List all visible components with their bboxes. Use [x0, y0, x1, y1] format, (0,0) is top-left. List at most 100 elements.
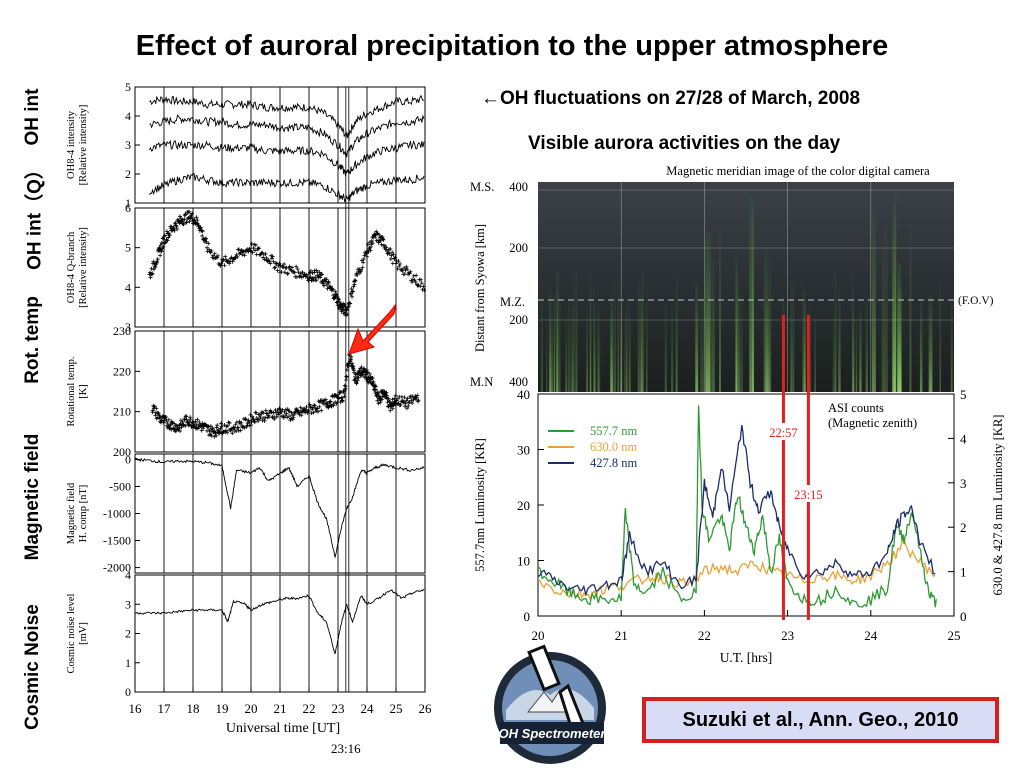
data-point	[269, 256, 274, 261]
y-tick-label: 4	[125, 568, 131, 582]
data-point	[219, 261, 224, 266]
data-point	[183, 423, 188, 428]
data-point	[234, 420, 239, 425]
y-tick-label: -2000	[103, 561, 131, 575]
data-point	[154, 406, 159, 411]
data-point	[330, 287, 335, 292]
data-point	[249, 242, 254, 247]
data-point	[196, 223, 201, 228]
aurora-streak	[575, 272, 578, 392]
data-point	[399, 267, 404, 272]
data-point	[165, 421, 170, 426]
aurora-streak	[565, 313, 568, 392]
y-tick-label-left: 10	[517, 554, 530, 569]
data-point	[388, 408, 393, 413]
aurora-streak	[735, 272, 740, 392]
data-point	[284, 411, 289, 416]
data-point	[314, 278, 319, 283]
series-line-2	[149, 114, 425, 158]
data-point	[194, 422, 199, 427]
y-axis-label: Magnetic field	[66, 482, 77, 544]
y-axis-label: [K]	[78, 384, 89, 399]
data-point	[296, 270, 301, 275]
data-point	[404, 398, 409, 403]
data-point	[283, 407, 288, 412]
data-point	[348, 291, 353, 296]
data-point	[276, 263, 281, 268]
data-point	[398, 402, 403, 407]
data-point	[393, 393, 398, 398]
y-axis-label: H. comp [nT]	[78, 485, 89, 542]
data-point	[406, 404, 411, 409]
aurora-streak	[802, 281, 805, 392]
data-point	[256, 246, 261, 251]
series-line-1	[134, 589, 425, 655]
data-point	[242, 253, 247, 258]
data-point	[272, 417, 277, 422]
data-point	[286, 271, 291, 276]
data-point	[312, 403, 317, 408]
aurora-streak	[617, 278, 620, 392]
data-point	[399, 394, 404, 399]
data-point	[402, 266, 407, 271]
y-tick-label: 3	[125, 597, 131, 611]
data-point	[309, 411, 314, 416]
data-point	[331, 403, 336, 408]
data-point	[163, 414, 168, 419]
data-point	[233, 422, 238, 427]
data-point	[384, 245, 389, 250]
aurora-streak	[858, 303, 862, 392]
data-point	[222, 263, 227, 268]
data-point	[318, 275, 323, 280]
marker-label-bg	[763, 423, 802, 440]
data-point	[374, 387, 379, 392]
data-point	[209, 248, 214, 253]
y-tick-label-right: 3	[960, 476, 967, 491]
keogram-side-label-mn: M.N	[470, 375, 493, 389]
data-point	[187, 419, 192, 424]
data-point	[153, 413, 158, 418]
data-point	[321, 283, 326, 288]
y-tick-label: 2	[125, 627, 131, 641]
data-point	[403, 401, 408, 406]
aurora-streak	[637, 278, 640, 392]
aurora-streak	[546, 316, 548, 392]
x-tick-label: 25	[390, 701, 403, 716]
data-point	[349, 287, 354, 292]
data-point	[215, 423, 220, 428]
data-point	[297, 410, 302, 415]
data-point	[249, 423, 253, 428]
data-point	[218, 263, 223, 268]
data-point	[299, 413, 304, 418]
aurora-streak	[928, 295, 933, 392]
aurora-streak	[556, 271, 559, 392]
data-point	[319, 408, 324, 413]
data-point	[405, 396, 410, 401]
data-point	[253, 243, 258, 248]
data-point	[188, 417, 193, 422]
data-point	[151, 267, 156, 272]
data-point	[397, 264, 402, 269]
data-point	[375, 390, 380, 395]
data-point	[369, 238, 374, 243]
aurora-streak	[803, 297, 806, 392]
data-point	[176, 426, 181, 431]
data-point	[247, 246, 252, 251]
y-tick-label: 5	[125, 80, 131, 94]
y-tick-label-right: 1	[960, 565, 967, 580]
data-point	[317, 404, 322, 409]
data-point	[338, 390, 343, 395]
data-point	[368, 248, 373, 253]
data-point	[299, 408, 304, 413]
logo-banner	[500, 722, 604, 744]
y-tick-label: -1500	[103, 534, 131, 548]
data-point	[200, 233, 205, 238]
y-tick-label: -1000	[103, 507, 131, 521]
logo-telescope-icon	[527, 644, 561, 692]
panel-magnetic-field: 0 -500 -1000 -1500 -2000 Magnetic field H. com…	[66, 452, 426, 575]
data-point	[337, 299, 342, 304]
data-point	[280, 264, 285, 269]
data-point	[239, 420, 244, 425]
y-tick-label: 210	[113, 405, 131, 419]
